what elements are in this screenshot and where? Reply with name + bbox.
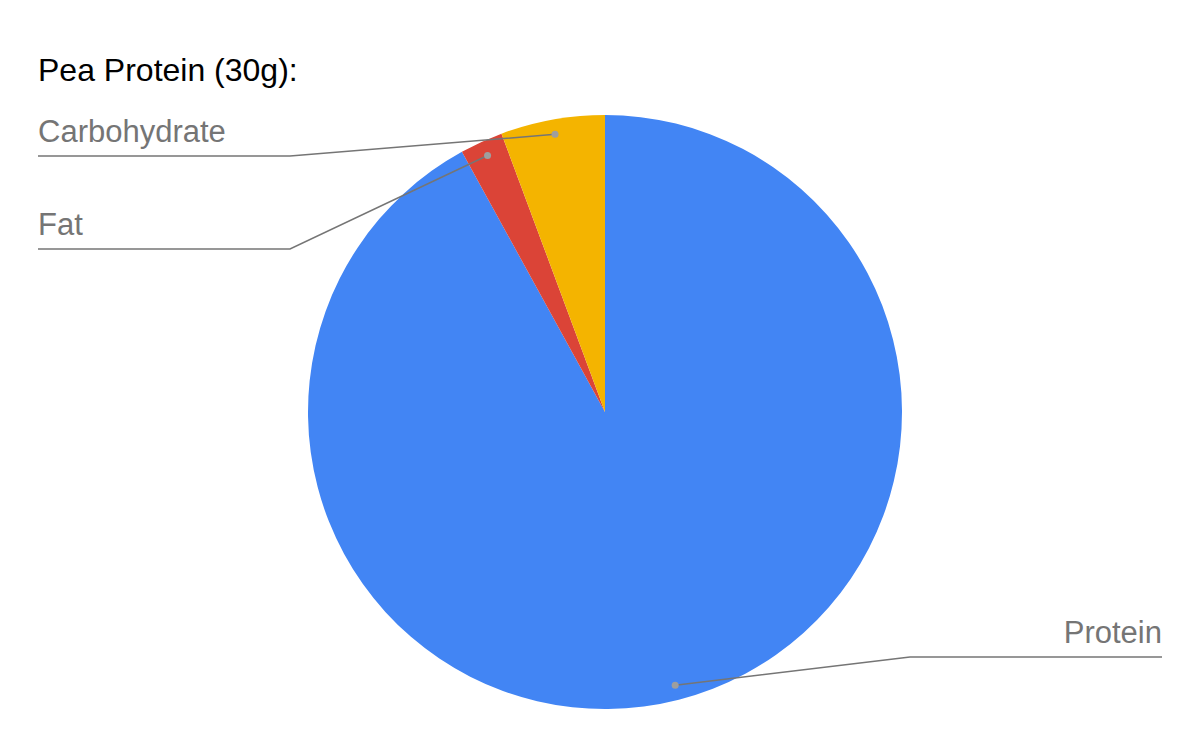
svg-text:Fat: Fat: [38, 207, 83, 242]
svg-text:Protein: Protein: [1064, 615, 1162, 650]
svg-text:Carbohydrate: Carbohydrate: [38, 114, 226, 149]
html-text:Pea Protein (30g):: Pea Protein (30g):: [38, 52, 298, 88]
